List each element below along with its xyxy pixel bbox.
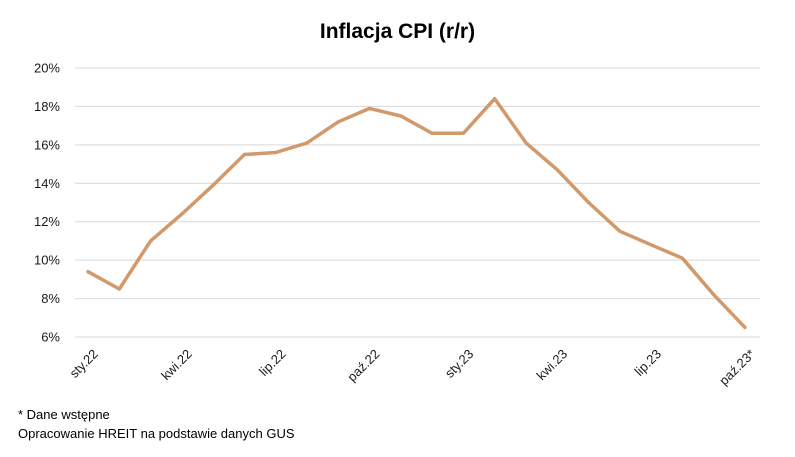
x-tick-label: paź.23* (716, 346, 758, 388)
data-point (86, 270, 90, 274)
data-point (524, 141, 528, 145)
data-point (493, 97, 497, 101)
y-tick-label: 10% (34, 253, 60, 268)
x-tick-label: sty.22 (66, 346, 100, 380)
gridlines (75, 67, 760, 338)
data-point (555, 168, 559, 172)
data-point (305, 141, 309, 145)
data-point (399, 114, 403, 118)
data-point (180, 212, 184, 216)
x-tick-label: kwi.22 (158, 346, 195, 383)
data-point (743, 325, 747, 329)
data-point (211, 183, 215, 187)
data-point (336, 120, 340, 124)
chart-title: Inflacja CPI (r/r) (319, 20, 476, 43)
y-tick-label: 20% (34, 61, 60, 76)
x-tick-label: lip.23 (631, 346, 664, 379)
y-tick-label: 18% (34, 99, 60, 114)
x-tick-label: lip.22 (256, 346, 289, 379)
data-point (461, 131, 465, 135)
x-tick-label: paź.22 (344, 346, 382, 384)
x-axis-tick-labels: sty.22 kwi.22 lip.22 paź.22 sty.23 kwi.23 lip.… (66, 346, 757, 388)
data-point (430, 131, 434, 135)
data-point (117, 287, 121, 291)
footnote-preliminary: * Dane wstępne (18, 407, 110, 422)
data-point (274, 151, 278, 155)
y-tick-label: 14% (34, 176, 60, 191)
data-point (712, 293, 716, 297)
y-tick-label: 8% (41, 291, 60, 306)
data-point (149, 239, 153, 243)
x-tick-label: sty.23 (442, 346, 476, 380)
data-point (680, 256, 684, 260)
series-layer (86, 96, 747, 330)
data-point (587, 201, 591, 204)
y-tick-label: 16% (34, 137, 60, 152)
footnotes: * Dane wstępne Opracowanie HREIT na pods… (18, 405, 295, 443)
y-tick-label: 12% (34, 214, 60, 229)
data-point (618, 229, 622, 233)
y-axis-tick-labels: 6% 8% 10% 12% 14% 16% 18% 20% (34, 61, 60, 345)
footnote-source: Opracowanie HREIT na podstawie danych GU… (18, 426, 295, 441)
x-tick-label: kwi.23 (534, 346, 571, 383)
data-point (368, 106, 372, 110)
y-tick-label: 6% (41, 330, 60, 345)
series-line (86, 96, 747, 330)
data-point (242, 152, 246, 156)
data-point (649, 243, 653, 247)
